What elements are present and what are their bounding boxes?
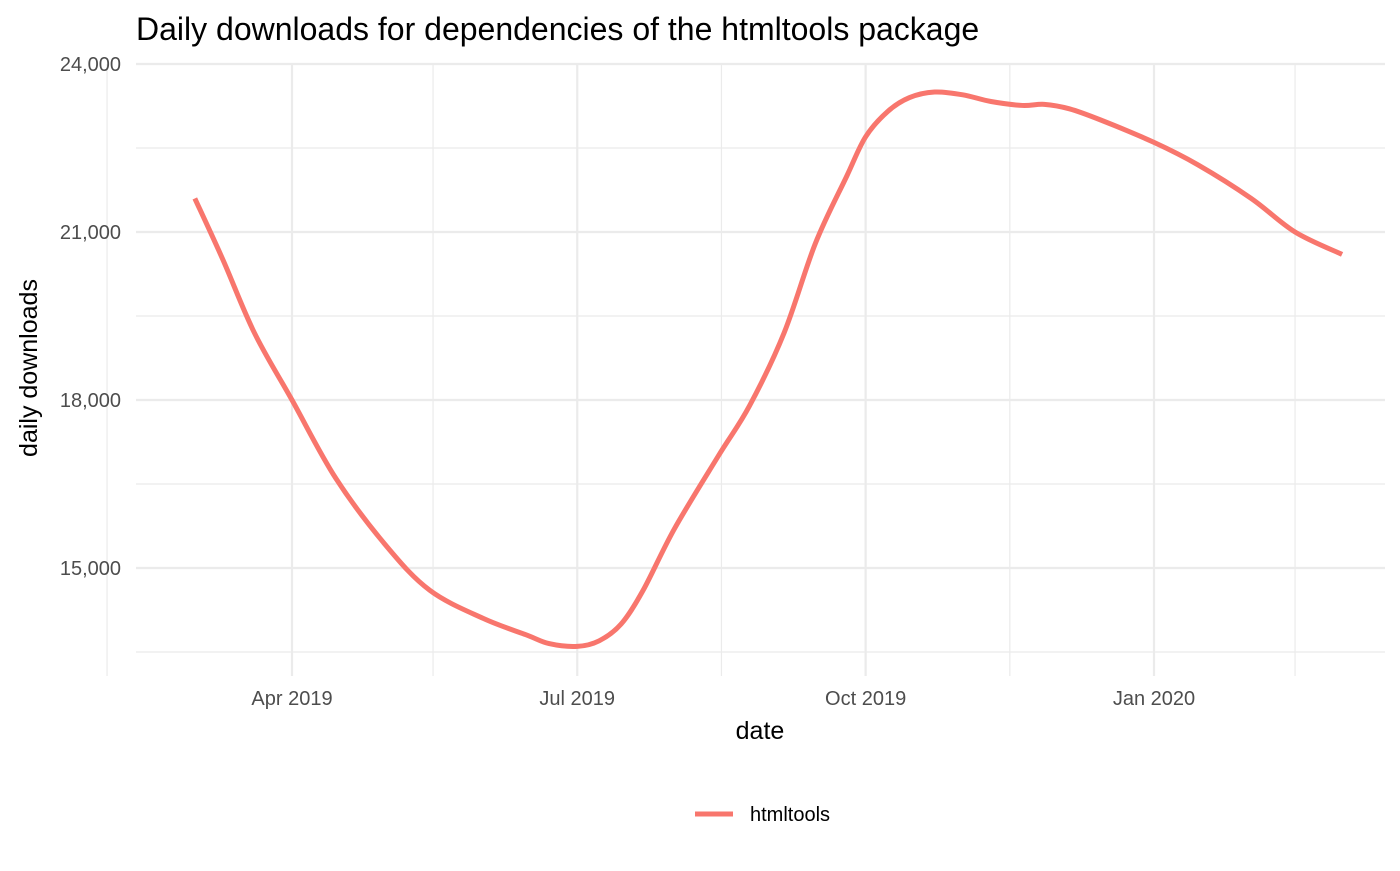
x-tick-label: Jul 2019 (539, 688, 615, 710)
x-tick-label: Oct 2019 (825, 688, 906, 710)
x-tick-label: Jan 2020 (1113, 688, 1195, 710)
y-tick-label: 24,000 (60, 54, 121, 76)
legend-label: htmltools (750, 804, 830, 826)
series-line-htmltools (192, 89, 1344, 649)
y-axis-title: daily downloads (15, 279, 43, 457)
x-tick-label: Apr 2019 (251, 688, 332, 710)
x-axis-ticks: Apr 2019 Jul 2019 Oct 2019 Jan 2020 (251, 688, 1195, 710)
y-tick-label: 15,000 (60, 558, 121, 580)
series-layer (192, 89, 1344, 649)
legend: htmltools (695, 804, 830, 826)
y-tick-label: 21,000 (60, 222, 121, 244)
x-axis-title: date (736, 717, 785, 745)
y-tick-label: 18,000 (60, 390, 121, 412)
y-axis-ticks: 15,000 18,000 21,000 24,000 (60, 54, 121, 580)
grid-lines (106, 62, 1385, 676)
chart-title: Daily downloads for dependencies of the … (136, 11, 979, 47)
